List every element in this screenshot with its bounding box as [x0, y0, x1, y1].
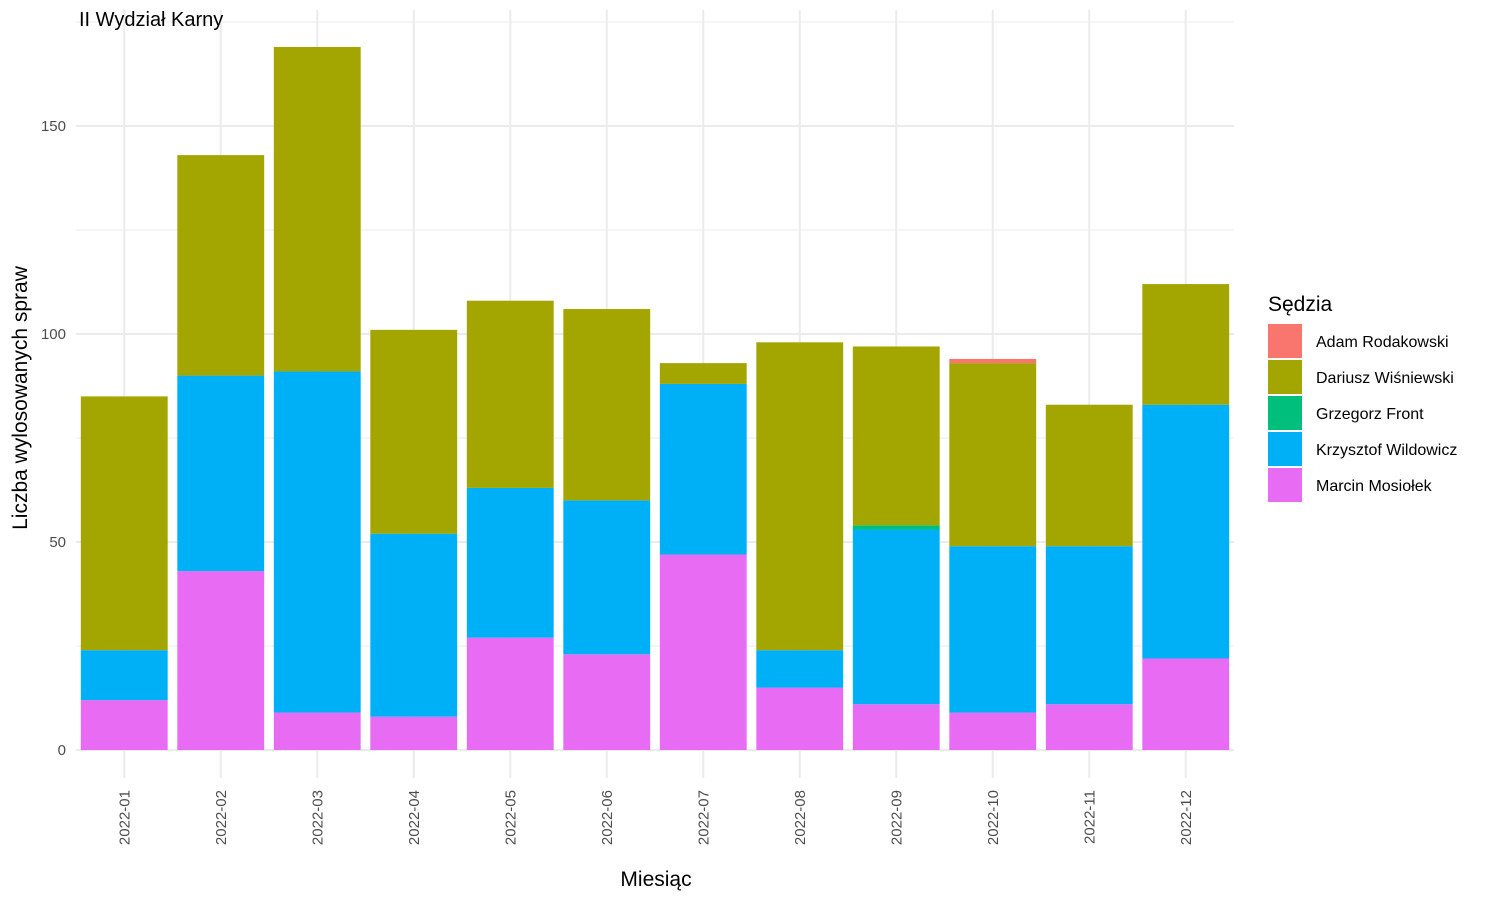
y-axis-title: Liczba wylosowanych spraw	[9, 265, 32, 530]
bar-segment	[177, 375, 265, 572]
bar-segment	[949, 363, 1037, 547]
legend-key	[1268, 360, 1302, 394]
bar-segment	[756, 687, 844, 750]
legend-label: Adam Rodakowski	[1316, 334, 1449, 351]
x-tick-label: 2022-08	[792, 790, 809, 845]
legend-key	[1268, 432, 1302, 466]
bar-segment	[852, 525, 940, 530]
bar-segment	[852, 704, 940, 750]
bar-segment	[177, 155, 265, 376]
x-tick-label: 2022-03	[309, 790, 326, 845]
bar-segment	[659, 363, 747, 384]
x-tick-label: 2022-09	[888, 790, 905, 845]
bar-segment	[659, 554, 747, 750]
bar-segment	[852, 529, 940, 705]
chart-title: II Wydział Karny	[79, 9, 223, 31]
bar-segment	[370, 329, 458, 534]
bars	[80, 46, 1230, 750]
x-tick-label: 2022-01	[116, 790, 133, 845]
legend-key	[1268, 396, 1302, 430]
legend-title: Sędzia	[1268, 293, 1333, 316]
bar-segment	[1142, 404, 1230, 659]
bar-segment	[370, 533, 458, 717]
y-tick-label: 150	[41, 118, 66, 135]
bar-segment	[949, 546, 1037, 713]
bar-segment	[1045, 704, 1133, 750]
bar-segment	[563, 654, 651, 750]
legend-label: Dariusz Wiśniewski	[1316, 370, 1454, 387]
bar-segment	[1045, 546, 1133, 705]
x-tick-label: 2022-11	[1081, 790, 1098, 844]
bar-segment	[177, 571, 265, 750]
bar-segment	[756, 342, 844, 651]
bar-segment	[563, 500, 651, 655]
bar-segment	[466, 637, 554, 750]
legend-key	[1268, 324, 1302, 358]
x-tick-label: 2022-07	[695, 790, 712, 845]
bar-segment	[466, 487, 554, 638]
x-tick-label: 2022-02	[213, 790, 230, 845]
x-tick-label: 2022-12	[1178, 790, 1195, 845]
bar-segment	[80, 650, 168, 701]
legend-label: Grzegorz Front	[1316, 406, 1424, 423]
bar-segment	[852, 346, 940, 526]
y-tick-label: 50	[49, 534, 66, 551]
bar-segment	[80, 396, 168, 651]
x-tick-label: 2022-06	[599, 790, 616, 845]
bar-segment	[949, 358, 1037, 364]
legend-key	[1268, 468, 1302, 502]
y-tick-label: 100	[41, 326, 66, 343]
bar-segment	[370, 716, 458, 750]
legend-label: Marcin Mosiołek	[1316, 478, 1433, 495]
bar-segment	[1142, 284, 1230, 405]
bar-segment	[1045, 404, 1133, 547]
x-tick-label: 2022-04	[406, 790, 423, 845]
bar-segment	[80, 700, 168, 750]
axes: 0 50 100 150 2022-01 2022-02 2022-03 2022-04 202…	[41, 118, 1195, 845]
bar-segment	[1142, 658, 1230, 750]
bar-segment	[563, 309, 651, 501]
bar-segment	[273, 712, 361, 750]
bar-segment	[949, 712, 1037, 750]
legend-label: Krzysztof Wildowicz	[1316, 442, 1457, 459]
legend: Sędzia Adam Rodakowski Dariusz Wiśniewski…	[1268, 293, 1457, 502]
bar-segment	[466, 300, 554, 488]
bar-segment	[659, 383, 747, 555]
x-tick-label: 2022-05	[502, 790, 519, 845]
bar-segment	[273, 46, 361, 372]
bar-segment	[273, 371, 361, 713]
y-tick-label: 0	[58, 742, 66, 759]
x-tick-label: 2022-10	[985, 790, 1002, 845]
x-axis-title: Miesiąc	[620, 868, 691, 891]
bar-segment	[756, 650, 844, 688]
